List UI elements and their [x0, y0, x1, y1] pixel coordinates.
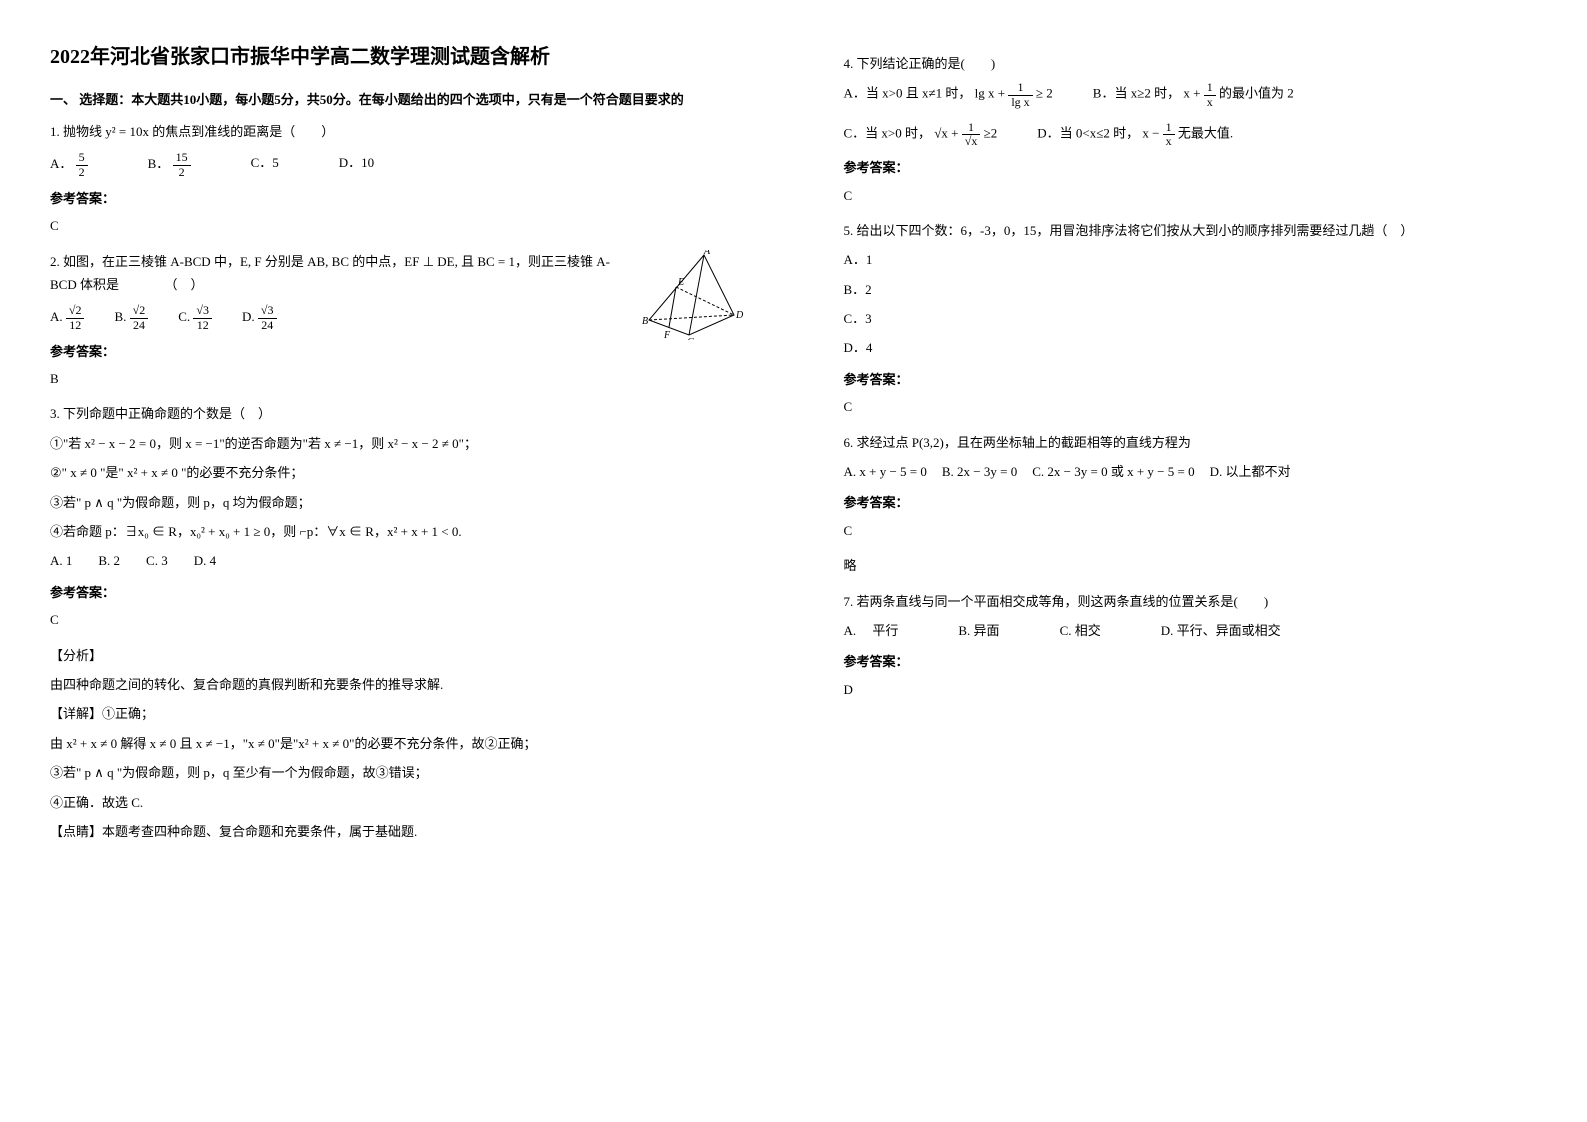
- q1-answer: C: [50, 214, 744, 237]
- svg-text:A: A: [703, 250, 711, 257]
- question-5: 5. 给出以下四个数：6，-3，0，15，用冒泡排序法将它们按从大到小的顺序排列…: [844, 219, 1538, 419]
- q6-option-a: A. x + y − 5 = 0: [844, 460, 927, 483]
- q3-analysis-label: 【分析】: [50, 644, 744, 667]
- q7-option-b: B. 异面: [958, 619, 999, 642]
- q3-detail3: ④正确．故选 C.: [50, 791, 744, 814]
- q2-option-a: A. √212: [50, 304, 84, 331]
- q3-detail1: 由 x² + x ≠ 0 解得 x ≠ 0 且 x ≠ −1，"x ≠ 0"是"…: [50, 732, 744, 755]
- q2-option-d: D. √324: [242, 304, 276, 331]
- q2-option-c: C. √312: [178, 304, 212, 331]
- q3-line1: ①"若 x² − x − 2 = 0，则 x = −1"的逆否命题为"若 x ≠…: [50, 432, 744, 455]
- q7-option-d: D. 平行、异面或相交: [1161, 619, 1281, 642]
- q1-options: A． 52 B． 152 C．5 D．10: [50, 151, 744, 178]
- q6-answer: C: [844, 519, 1538, 542]
- question-1: 1. 抛物线 y² = 10x 的焦点到准线的距离是（ ） A． 52 B． 1…: [50, 120, 744, 238]
- q5-option-d: D．4: [844, 336, 1538, 359]
- q3-answer: C: [50, 608, 744, 631]
- q3-line3: ③若" p ∧ q "为假命题，则 p，q 均为假命题；: [50, 491, 744, 514]
- q4-row2: C．当 x>0 时， √x + 1√x ≥2 D．当 0<x≤2 时， x − …: [844, 121, 1538, 148]
- q1-stem: 1. 抛物线 y² = 10x 的焦点到准线的距离是（ ）: [50, 120, 744, 143]
- svg-text:C: C: [687, 337, 694, 340]
- q4-answer-label: 参考答案：: [844, 156, 1538, 179]
- q1-option-c: C．5: [251, 151, 279, 178]
- q4-option-a: A．当 x>0 且 x≠1 时， lg x + 1lg x ≥ 2: [844, 81, 1053, 108]
- q3-analysis-text: 由四种命题之间的转化、复合命题的真假判断和充要条件的推导求解.: [50, 673, 744, 696]
- q6-option-b: B. 2x − 3y = 0: [942, 460, 1017, 483]
- q6-stem: 6. 求经过点 P(3,2)，且在两坐标轴上的截距相等的直线方程为: [844, 431, 1538, 454]
- q2-answer-label: 参考答案：: [50, 340, 744, 363]
- q5-option-b: B．2: [844, 278, 1538, 301]
- q7-option-a: A. 平行: [844, 619, 899, 642]
- q4-answer: C: [844, 184, 1538, 207]
- q3-stem: 3. 下列命题中正确命题的个数是（ ）: [50, 402, 744, 425]
- left-column: 2022年河北省张家口市振华中学高二数学理测试题含解析 一、 选择题：本大题共1…: [0, 0, 794, 1122]
- q7-option-c: C. 相交: [1060, 619, 1101, 642]
- svg-text:E: E: [677, 277, 684, 288]
- tetrahedron-figure: A B C D E F: [634, 250, 744, 340]
- question-3: 3. 下列命题中正确命题的个数是（ ） ①"若 x² − x − 2 = 0，则…: [50, 402, 744, 843]
- q7-answer: D: [844, 678, 1538, 701]
- q3-answer-label: 参考答案：: [50, 581, 744, 604]
- q1-answer-label: 参考答案：: [50, 187, 744, 210]
- q1-option-d: D．10: [339, 151, 374, 178]
- q2-answer: B: [50, 367, 744, 390]
- section-1-header: 一、 选择题：本大题共10小题，每小题5分，共50分。在每小题给出的四个选项中，…: [50, 89, 744, 108]
- right-column: 4. 下列结论正确的是( ) A．当 x>0 且 x≠1 时， lg x + 1…: [794, 0, 1587, 1122]
- svg-text:B: B: [642, 316, 648, 327]
- q6-option-c: C. 2x − 3y = 0 或 x + y − 5 = 0: [1032, 460, 1194, 483]
- q4-row1: A．当 x>0 且 x≠1 时， lg x + 1lg x ≥ 2 B．当 x≥…: [844, 81, 1538, 108]
- q5-option-a: A．1: [844, 248, 1538, 271]
- q6-option-d: D. 以上都不对: [1210, 460, 1291, 483]
- q6-options: A. x + y − 5 = 0 B. 2x − 3y = 0 C. 2x − …: [844, 460, 1538, 483]
- q5-answer-label: 参考答案：: [844, 368, 1538, 391]
- q7-answer-label: 参考答案：: [844, 650, 1538, 673]
- q6-answer-label: 参考答案：: [844, 491, 1538, 514]
- question-4: 4. 下列结论正确的是( ) A．当 x>0 且 x≠1 时， lg x + 1…: [844, 52, 1538, 207]
- q4-option-b: B．当 x≥2 时， x + 1x 的最小值为 2: [1093, 81, 1294, 108]
- q5-option-c: C．3: [844, 307, 1538, 330]
- q4-stem: 4. 下列结论正确的是( ): [844, 52, 1538, 75]
- question-7: 7. 若两条直线与同一个平面相交成等角，则这两条直线的位置关系是( ) A. 平…: [844, 590, 1538, 702]
- q2-option-b: B. √224: [114, 304, 148, 331]
- svg-text:F: F: [663, 330, 671, 340]
- q2-options: A. √212 B. √224 C. √312 D. √324: [50, 304, 624, 331]
- q6-note: 略: [844, 554, 1538, 577]
- q3-detail2: ③若" p ∧ q "为假命题，则 p，q 至少有一个为假命题，故③错误；: [50, 761, 744, 784]
- q4-option-d: D．当 0<x≤2 时， x − 1x 无最大值.: [1037, 121, 1233, 148]
- q1-option-b: B． 152: [148, 151, 191, 178]
- question-2: A B C D E F 2. 如图，在正三棱锥 A-BCD 中，E, F 分别是…: [50, 250, 744, 391]
- q5-stem: 5. 给出以下四个数：6，-3，0，15，用冒泡排序法将它们按从大到小的顺序排列…: [844, 219, 1538, 242]
- q7-stem: 7. 若两条直线与同一个平面相交成等角，则这两条直线的位置关系是( ): [844, 590, 1538, 613]
- q1-option-a: A． 52: [50, 151, 88, 178]
- q3-line4: ④若命题 p：∃x₀ ∈ R，x₀² + x₀ + 1 ≥ 0，则 ⌐p：∀x …: [50, 520, 744, 543]
- svg-text:D: D: [735, 310, 744, 321]
- q3-detail-label: 【详解】①正确；: [50, 702, 744, 725]
- document-title: 2022年河北省张家口市振华中学高二数学理测试题含解析: [50, 40, 744, 69]
- q4-option-c: C．当 x>0 时， √x + 1√x ≥2: [844, 121, 998, 148]
- q7-options: A. 平行 B. 异面 C. 相交 D. 平行、异面或相交: [844, 619, 1538, 642]
- q3-line2: ②" x ≠ 0 "是" x² + x ≠ 0 "的必要不充分条件；: [50, 461, 744, 484]
- q3-point-label: 【点睛】本题考查四种命题、复合命题和充要条件，属于基础题.: [50, 820, 744, 843]
- q3-options: A. 1 B. 2 C. 3 D. 4: [50, 549, 744, 572]
- question-6: 6. 求经过点 P(3,2)，且在两坐标轴上的截距相等的直线方程为 A. x +…: [844, 431, 1538, 578]
- q5-answer: C: [844, 395, 1538, 418]
